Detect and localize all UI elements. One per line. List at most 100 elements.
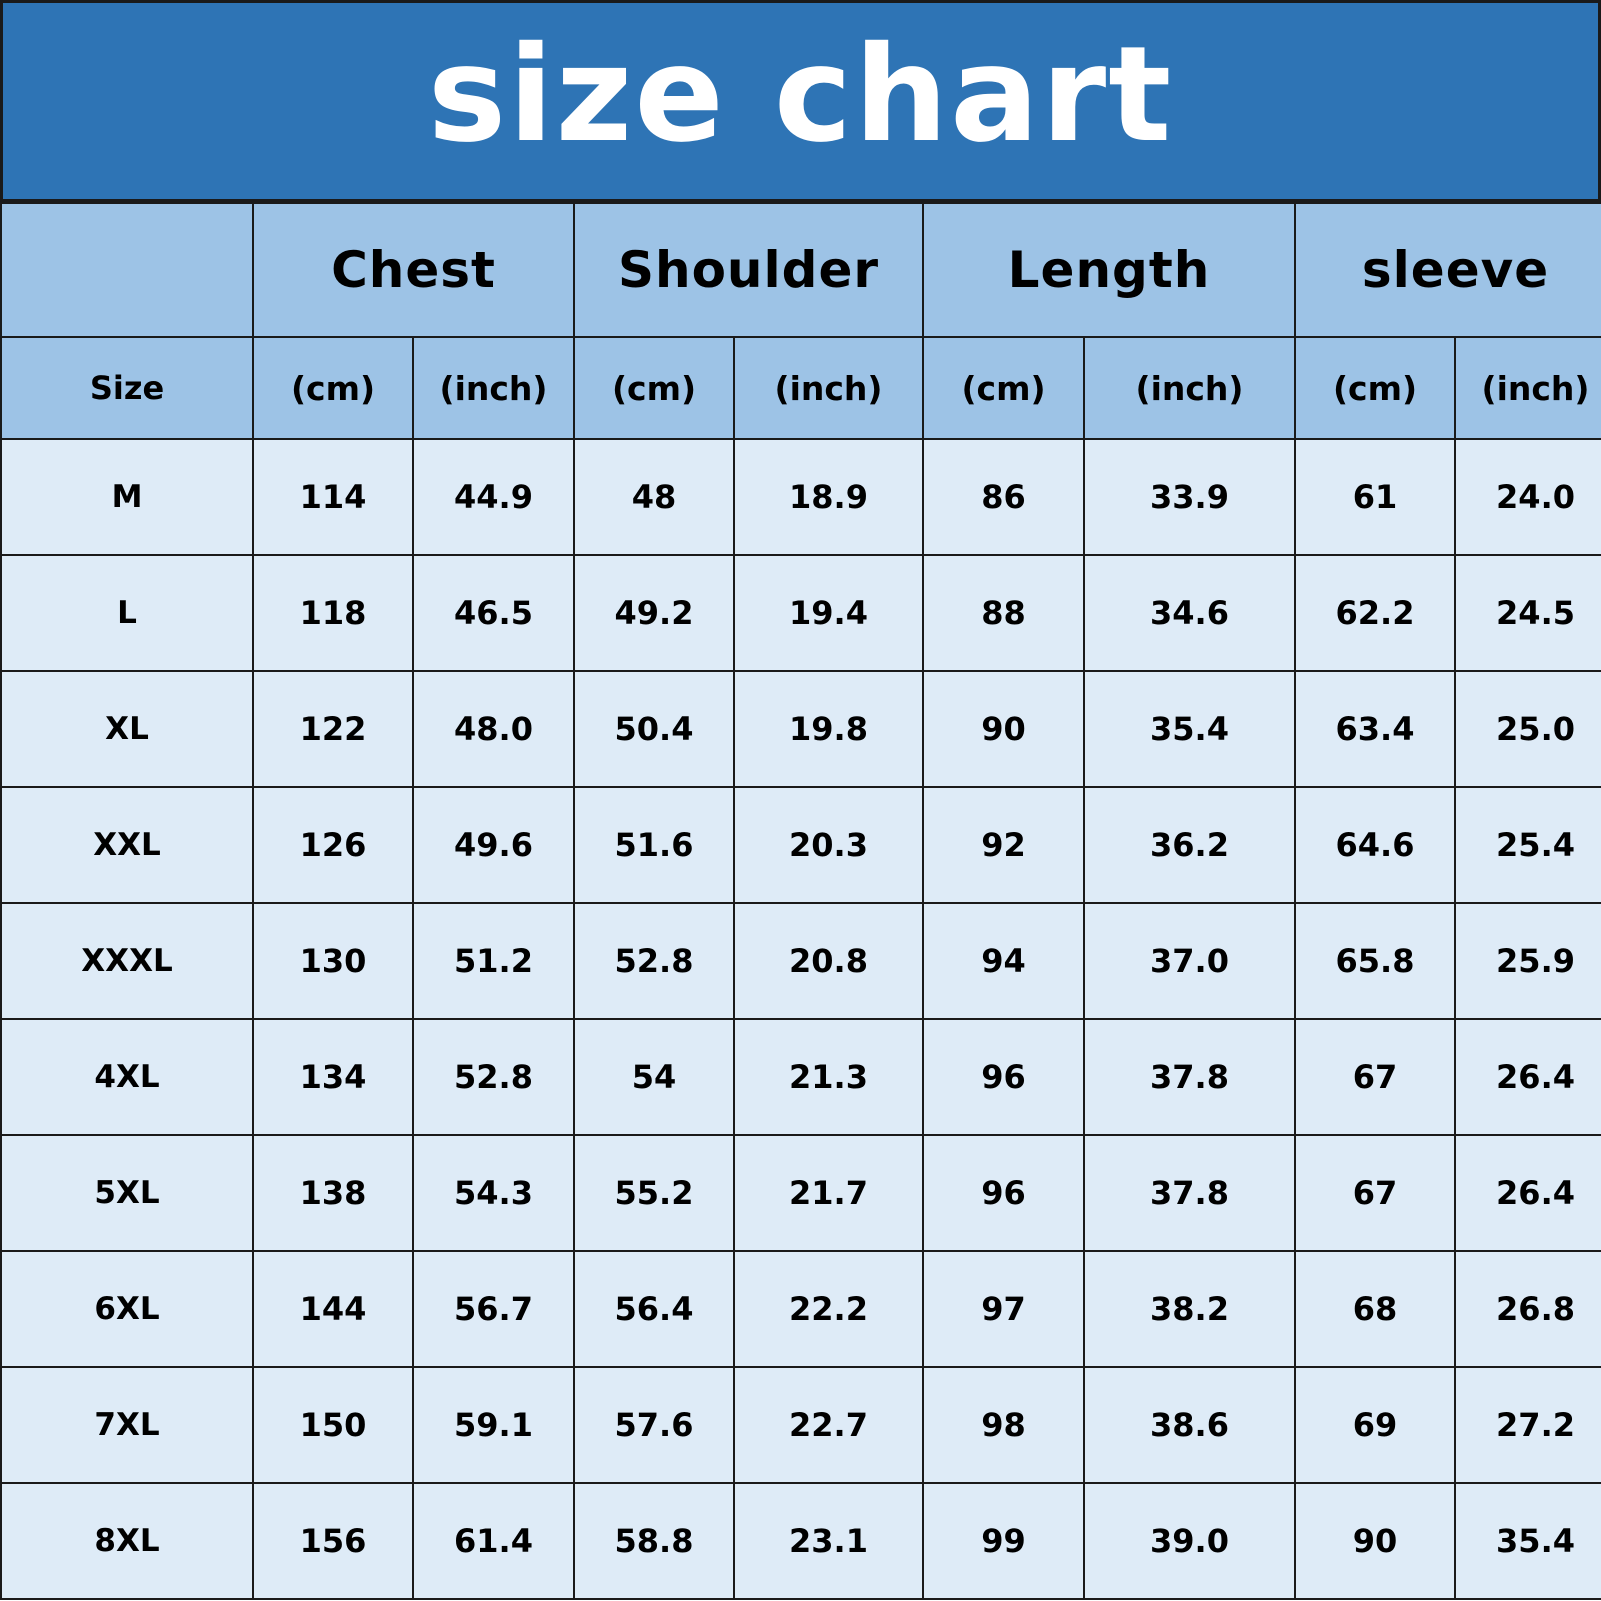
measurement-cell: 150 <box>252 1366 414 1484</box>
measurement-cell: 52.8 <box>573 902 735 1020</box>
measurement-cell: 37.0 <box>1083 902 1296 1020</box>
measurement-cell: 138 <box>252 1134 414 1252</box>
measurement-cell: 33.9 <box>1083 438 1296 556</box>
measurement-cell: 56.4 <box>573 1250 735 1368</box>
measurement-cell: 130 <box>252 902 414 1020</box>
group-header-sleeve: sleeve <box>1293 202 1601 338</box>
measurement-cell: 21.7 <box>733 1134 924 1252</box>
title-banner: size chart <box>0 0 1601 202</box>
measurement-cell: 98 <box>922 1366 1085 1484</box>
measurement-cell: 22.7 <box>733 1366 924 1484</box>
measurement-cell: 54 <box>573 1018 735 1136</box>
measurement-cell: 51.2 <box>412 902 575 1020</box>
measurement-cell: 94 <box>922 902 1085 1020</box>
measurement-cell: 64.6 <box>1294 786 1456 904</box>
measurement-cell: 49.6 <box>412 786 575 904</box>
measurement-cell: 156 <box>252 1482 414 1600</box>
unit-header-inch: (inch) <box>733 336 924 440</box>
table-row: 7XL 150 59.1 57.6 22.7 98 38.6 69 27.2 <box>0 1366 1601 1484</box>
size-cell: 5XL <box>0 1134 254 1252</box>
page-title: size chart <box>427 18 1174 172</box>
measurement-cell: 118 <box>252 554 414 672</box>
measurement-cell: 20.3 <box>733 786 924 904</box>
unit-header-inch: (inch) <box>1083 336 1296 440</box>
size-table: Chest Shoulder Length sleeve Size (cm) (… <box>0 202 1601 1600</box>
measurement-cell: 54.3 <box>412 1134 575 1252</box>
table-row: 6XL 144 56.7 56.4 22.2 97 38.2 68 26.8 <box>0 1250 1601 1368</box>
measurement-cell: 44.9 <box>412 438 575 556</box>
size-cell: XXL <box>0 786 254 904</box>
measurement-cell: 37.8 <box>1083 1134 1296 1252</box>
measurement-cell: 25.9 <box>1453 902 1601 1020</box>
unit-header-cm: (cm) <box>252 336 414 440</box>
measurement-cell: 63.4 <box>1294 670 1456 788</box>
table-row: M 114 44.9 48 18.9 86 33.9 61 24.0 <box>0 438 1601 556</box>
size-column-header: Size <box>0 336 254 440</box>
measurement-cell: 35.4 <box>1453 1482 1601 1600</box>
measurement-cell: 25.0 <box>1453 670 1601 788</box>
measurement-cell: 46.5 <box>412 554 575 672</box>
measurement-cell: 58.8 <box>573 1482 735 1600</box>
group-header-row: Chest Shoulder Length sleeve <box>0 202 1601 338</box>
measurement-cell: 126 <box>252 786 414 904</box>
measurement-cell: 20.8 <box>733 902 924 1020</box>
unit-header-cm: (cm) <box>922 336 1085 440</box>
measurement-cell: 37.8 <box>1083 1018 1296 1136</box>
measurement-cell: 122 <box>252 670 414 788</box>
measurement-cell: 88 <box>922 554 1085 672</box>
measurement-cell: 36.2 <box>1083 786 1296 904</box>
size-cell: XL <box>0 670 254 788</box>
measurement-cell: 21.3 <box>733 1018 924 1136</box>
size-cell: 6XL <box>0 1250 254 1368</box>
group-header-chest: Chest <box>252 202 575 338</box>
size-cell: XXXL <box>0 902 254 1020</box>
measurement-cell: 18.9 <box>733 438 924 556</box>
measurement-cell: 22.2 <box>733 1250 924 1368</box>
measurement-cell: 19.4 <box>733 554 924 672</box>
measurement-cell: 25.4 <box>1453 786 1601 904</box>
unit-header-cm: (cm) <box>573 336 735 440</box>
size-cell: M <box>0 438 254 556</box>
unit-header-inch: (inch) <box>1453 336 1601 440</box>
measurement-cell: 61 <box>1294 438 1456 556</box>
measurement-cell: 51.6 <box>573 786 735 904</box>
measurement-cell: 39.0 <box>1083 1482 1296 1600</box>
measurement-cell: 24.0 <box>1453 438 1601 556</box>
table-row: XXXL 130 51.2 52.8 20.8 94 37.0 65.8 25.9 <box>0 902 1601 1020</box>
measurement-cell: 19.8 <box>733 670 924 788</box>
measurement-cell: 144 <box>252 1250 414 1368</box>
measurement-cell: 62.2 <box>1294 554 1456 672</box>
measurement-cell: 35.4 <box>1083 670 1296 788</box>
size-cell: 8XL <box>0 1482 254 1600</box>
measurement-cell: 49.2 <box>573 554 735 672</box>
measurement-cell: 27.2 <box>1453 1366 1601 1484</box>
measurement-cell: 48.0 <box>412 670 575 788</box>
table-row: 8XL 156 61.4 58.8 23.1 99 39.0 90 35.4 <box>0 1482 1601 1600</box>
measurement-cell: 97 <box>922 1250 1085 1368</box>
measurement-cell: 86 <box>922 438 1085 556</box>
measurement-cell: 24.5 <box>1453 554 1601 672</box>
table-row: 5XL 138 54.3 55.2 21.7 96 37.8 67 26.4 <box>0 1134 1601 1252</box>
measurement-cell: 96 <box>922 1134 1085 1252</box>
measurement-cell: 52.8 <box>412 1018 575 1136</box>
measurement-cell: 69 <box>1294 1366 1456 1484</box>
measurement-cell: 61.4 <box>412 1482 575 1600</box>
group-header-length: Length <box>922 202 1296 338</box>
measurement-cell: 26.4 <box>1453 1134 1601 1252</box>
measurement-cell: 38.6 <box>1083 1366 1296 1484</box>
measurement-cell: 34.6 <box>1083 554 1296 672</box>
table-row: XXL 126 49.6 51.6 20.3 92 36.2 64.6 25.4 <box>0 786 1601 904</box>
measurement-cell: 67 <box>1294 1134 1456 1252</box>
unit-header-inch: (inch) <box>412 336 575 440</box>
measurement-cell: 68 <box>1294 1250 1456 1368</box>
group-header-shoulder: Shoulder <box>573 202 924 338</box>
measurement-cell: 99 <box>922 1482 1085 1600</box>
measurement-cell: 23.1 <box>733 1482 924 1600</box>
unit-header-cm: (cm) <box>1294 336 1456 440</box>
table-row: 4XL 134 52.8 54 21.3 96 37.8 67 26.4 <box>0 1018 1601 1136</box>
measurement-cell: 50.4 <box>573 670 735 788</box>
measurement-cell: 114 <box>252 438 414 556</box>
measurement-cell: 67 <box>1294 1018 1456 1136</box>
measurement-cell: 134 <box>252 1018 414 1136</box>
measurement-cell: 26.4 <box>1453 1018 1601 1136</box>
